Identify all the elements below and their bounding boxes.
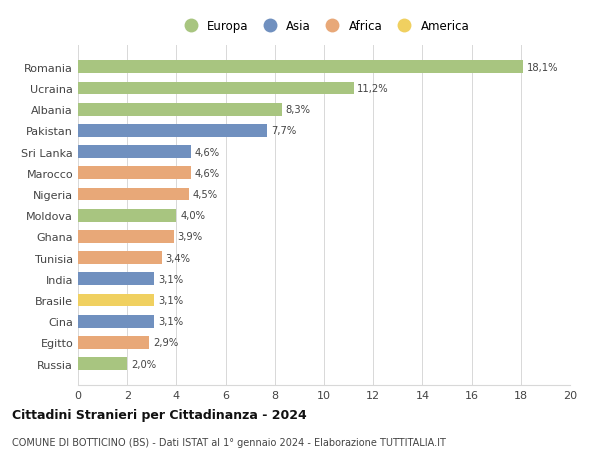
Text: 4,6%: 4,6% bbox=[195, 168, 220, 179]
Text: COMUNE DI BOTTICINO (BS) - Dati ISTAT al 1° gennaio 2024 - Elaborazione TUTTITAL: COMUNE DI BOTTICINO (BS) - Dati ISTAT al… bbox=[12, 437, 446, 447]
Text: 11,2%: 11,2% bbox=[357, 84, 389, 94]
Text: 3,4%: 3,4% bbox=[166, 253, 190, 263]
Text: 2,9%: 2,9% bbox=[153, 338, 178, 347]
Bar bbox=[78, 336, 149, 349]
Bar bbox=[78, 188, 188, 201]
Bar bbox=[78, 230, 174, 243]
Bar bbox=[78, 273, 154, 285]
Text: 3,1%: 3,1% bbox=[158, 295, 183, 305]
Text: 3,1%: 3,1% bbox=[158, 274, 183, 284]
Bar bbox=[78, 209, 176, 222]
Text: Cittadini Stranieri per Cittadinanza - 2024: Cittadini Stranieri per Cittadinanza - 2… bbox=[12, 408, 307, 421]
Text: 4,5%: 4,5% bbox=[193, 190, 218, 200]
Text: 2,0%: 2,0% bbox=[131, 359, 156, 369]
Text: 4,0%: 4,0% bbox=[180, 211, 205, 221]
Text: 3,1%: 3,1% bbox=[158, 317, 183, 326]
Bar bbox=[78, 125, 268, 138]
Text: 3,9%: 3,9% bbox=[178, 232, 203, 242]
Bar bbox=[78, 146, 191, 159]
Bar bbox=[78, 358, 127, 370]
Bar bbox=[78, 104, 282, 116]
Bar bbox=[78, 167, 191, 180]
Bar bbox=[78, 252, 161, 264]
Bar bbox=[78, 315, 154, 328]
Bar bbox=[78, 62, 523, 74]
Legend: Europa, Asia, Africa, America: Europa, Asia, Africa, America bbox=[176, 18, 472, 35]
Bar bbox=[78, 83, 353, 95]
Text: 4,6%: 4,6% bbox=[195, 147, 220, 157]
Bar bbox=[78, 294, 154, 307]
Text: 18,1%: 18,1% bbox=[527, 63, 559, 73]
Text: 7,7%: 7,7% bbox=[271, 126, 296, 136]
Text: 8,3%: 8,3% bbox=[286, 105, 311, 115]
